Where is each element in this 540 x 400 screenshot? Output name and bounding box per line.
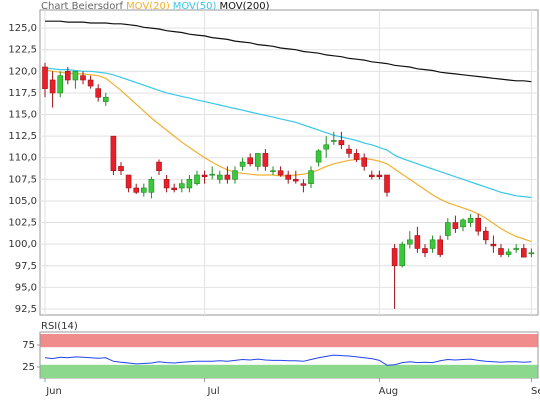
candle-body	[186, 179, 193, 189]
candle-body	[437, 239, 444, 255]
candle-body	[217, 174, 223, 180]
candle-body	[224, 174, 231, 180]
candle-body	[505, 251, 512, 255]
candle-body	[292, 179, 299, 182]
chart-title: Chart Beiersdorf	[41, 1, 124, 12]
y-tick-label: 117,5	[8, 88, 37, 99]
y-tick-label: 112,5	[8, 131, 37, 142]
y-tick-label: 102,5	[8, 218, 37, 229]
legend-entry: MOV(50)	[173, 1, 217, 12]
candle-body	[95, 88, 101, 98]
candle-body	[118, 166, 124, 172]
candle-body	[65, 71, 71, 81]
candle-body	[156, 161, 162, 172]
candle-body	[285, 174, 292, 180]
y-tick-label: 95,0	[15, 282, 37, 293]
candle-body	[80, 75, 86, 81]
candle-body	[87, 79, 94, 87]
moving-average-line	[44, 67, 532, 199]
candle-body	[467, 217, 474, 223]
rsi-line	[44, 354, 532, 366]
y-tick-label: 25	[22, 362, 35, 373]
y-tick-label: 107,5	[8, 174, 37, 185]
candle-body	[163, 179, 170, 189]
candle-body	[346, 148, 352, 154]
candle-body	[338, 140, 345, 146]
candle-body	[209, 173, 215, 176]
candle-body	[406, 239, 413, 245]
y-tick-label: 100,0	[8, 239, 37, 250]
main-plot-frame	[39, 9, 539, 316]
candle-body	[429, 239, 436, 249]
candle-body	[460, 219, 466, 228]
candle-body	[42, 66, 48, 89]
candle-body	[262, 153, 269, 167]
candle-body	[513, 248, 520, 250]
candle-body	[414, 235, 421, 249]
candle-body	[384, 174, 390, 193]
candle-body	[391, 248, 398, 267]
candle-body	[368, 174, 375, 178]
candle-body	[270, 170, 276, 173]
y-tick-label: 110,0	[8, 153, 37, 164]
x-tick-label: Sep	[531, 386, 540, 397]
legend: Chart Beiersdorf MOV(20) MOV(50) MOV(200)	[41, 1, 270, 12]
candle-body	[141, 187, 147, 193]
candle-body	[49, 79, 56, 94]
y-tick-label: 122,5	[8, 45, 37, 56]
candle-body	[277, 170, 284, 176]
candle-body	[72, 71, 79, 81]
candle-body	[330, 140, 337, 142]
candle-body	[315, 150, 322, 163]
rsi-band	[40, 334, 538, 348]
candle-body	[498, 248, 504, 255]
y-tick-label: 125,0	[8, 23, 37, 34]
candle-body	[201, 174, 208, 178]
candle-body	[528, 252, 535, 255]
y-tick-label: 120,0	[8, 66, 37, 77]
candle-body	[179, 183, 185, 189]
y-tick-label: 115,0	[8, 110, 37, 121]
legend-entry: MOV(200)	[219, 1, 269, 12]
candle-body	[482, 230, 489, 241]
candle-body	[300, 183, 307, 186]
candle-body	[452, 222, 459, 229]
candle-body	[239, 161, 246, 167]
moving-average-line	[45, 20, 532, 83]
candle-body	[422, 248, 428, 254]
y-tick-label: 92,5	[15, 304, 37, 315]
candle-body	[399, 243, 406, 267]
candle-body	[353, 153, 360, 160]
rsi-title: RSI(14)	[41, 321, 78, 332]
candle-body	[57, 75, 64, 94]
candle-body	[110, 135, 117, 172]
y-tick-label: 97,5	[15, 261, 37, 272]
candle-body	[103, 96, 109, 102]
candle-body	[194, 174, 200, 184]
y-tick-label: 105,0	[8, 196, 37, 207]
candle-body	[490, 243, 497, 247]
candle-body	[148, 179, 155, 193]
candle-body	[376, 174, 383, 178]
x-tick-label: Aug	[379, 386, 399, 397]
x-tick-label: Jun	[45, 386, 62, 397]
candle-body	[247, 157, 253, 165]
candle-body	[323, 144, 330, 150]
candle-body	[125, 174, 132, 189]
candle-body	[232, 170, 238, 180]
candle-body	[171, 187, 177, 191]
legend-entry: MOV(20)	[126, 1, 170, 12]
x-tick-label: Jul	[207, 386, 220, 397]
candle-body	[520, 248, 527, 258]
candle-body	[444, 222, 451, 236]
candle-body	[255, 153, 261, 167]
rsi-band	[40, 364, 538, 378]
candle-body	[133, 187, 139, 193]
candle-body	[361, 157, 368, 167]
y-tick-label: 75	[22, 340, 35, 351]
candle-body	[475, 217, 482, 232]
candle-body	[308, 170, 314, 184]
